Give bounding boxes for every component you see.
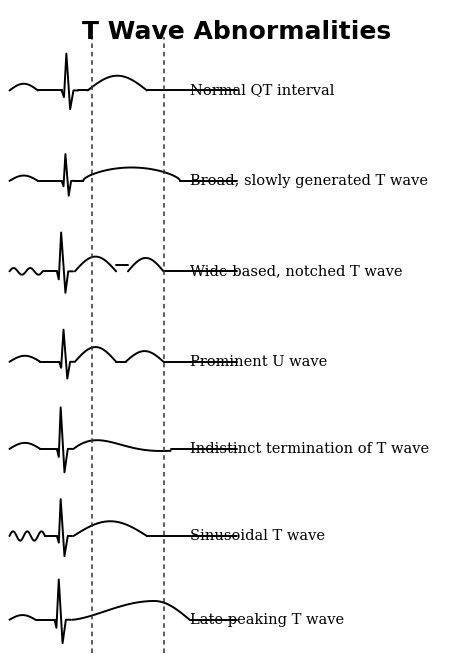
Text: T Wave Abnormalities: T Wave Abnormalities xyxy=(82,20,392,44)
Text: Sinusoidal T wave: Sinusoidal T wave xyxy=(190,529,325,543)
Text: Wide-based, notched T wave: Wide-based, notched T wave xyxy=(190,265,402,278)
Text: Prominent U wave: Prominent U wave xyxy=(190,355,327,369)
Text: Indistinct termination of T wave: Indistinct termination of T wave xyxy=(190,442,428,456)
Text: Broad, slowly generated T wave: Broad, slowly generated T wave xyxy=(190,174,428,188)
Text: Late-peaking T wave: Late-peaking T wave xyxy=(190,613,344,626)
Text: Normal QT interval: Normal QT interval xyxy=(190,84,334,97)
